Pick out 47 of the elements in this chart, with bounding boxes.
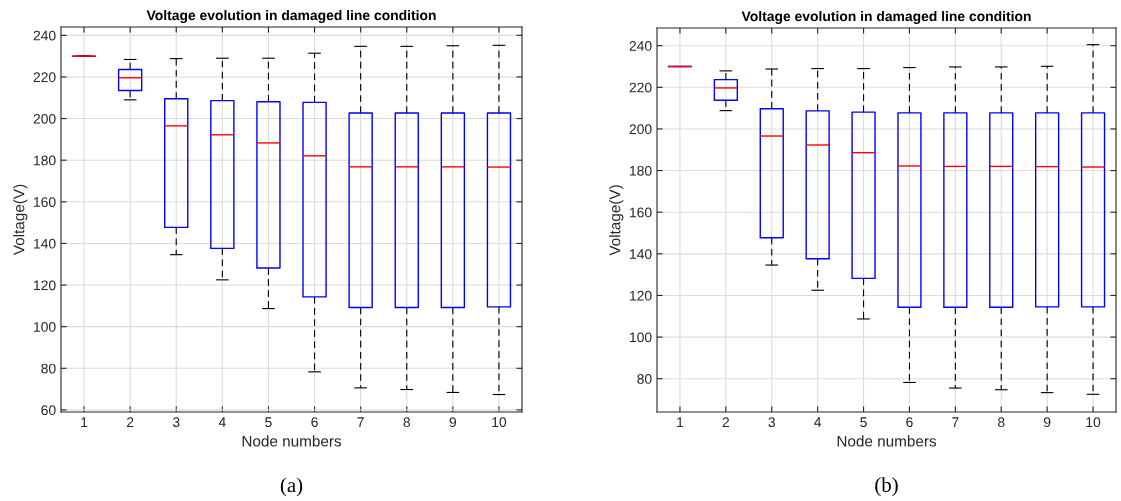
x-tick-label: 1	[81, 417, 88, 427]
x-tick-label: 8	[997, 417, 1005, 428]
x-axis-title: Node numbers	[242, 435, 342, 447]
chart-title: Voltage evolution in damaged line condition	[741, 10, 1031, 24]
x-tick-label: 2	[722, 417, 730, 427]
y-axis-title: Voltage(V)	[13, 184, 28, 256]
y-tick-label: 200	[33, 113, 56, 124]
text: (b)	[875, 477, 898, 497]
y-tick-label: 220	[629, 82, 652, 93]
y-tick-label: 200	[629, 124, 652, 135]
x-tick-label: 9	[1043, 417, 1051, 428]
x-tick-label: 2	[126, 417, 134, 427]
x-tick-label: 7	[952, 417, 959, 427]
x-tick-label: 4	[218, 417, 226, 427]
y-axis-title: Voltage(V)	[609, 185, 624, 256]
y-tick-label: 80	[637, 374, 652, 384]
x-tick-label: 1	[677, 417, 684, 427]
y-tick-label: 60	[41, 405, 56, 416]
y-tick-label: 80	[41, 363, 56, 374]
x-tick-label: 9	[449, 417, 457, 428]
x-tick-label: 5	[265, 417, 272, 428]
y-tick-label: 160	[630, 207, 652, 218]
x-tick-label: 6	[906, 417, 913, 428]
y-tick-label: 180	[630, 165, 652, 176]
x-axis-title: Node numbers	[837, 435, 937, 447]
y-tick-label: 100	[630, 332, 652, 343]
x-tick-label: 10	[492, 417, 507, 428]
y-tick-label: 140	[630, 249, 652, 259]
x-tick-label: 4	[814, 417, 822, 427]
x-tick-label: 10	[1086, 417, 1101, 428]
y-tick-label: 220	[33, 72, 56, 83]
x-tick-label: 7	[357, 417, 364, 427]
x-tick-label: 3	[172, 417, 180, 428]
x-tick-label: 5	[860, 417, 867, 428]
x-tick-label: 6	[311, 417, 318, 428]
y-tick-label: 120	[630, 290, 652, 301]
y-tick-label: 240	[629, 41, 652, 51]
y-tick-label: 120	[34, 280, 56, 291]
y-tick-label: 140	[34, 238, 56, 249]
x-tick-label: 8	[403, 417, 411, 428]
y-tick-label: 100	[34, 322, 56, 332]
x-tick-label: 3	[768, 417, 775, 428]
y-tick-label: 240	[33, 30, 56, 41]
chart-title: Voltage evolution in damaged line condition	[146, 9, 436, 23]
y-tick-label: 180	[34, 155, 56, 166]
y-tick-label: 160	[34, 197, 56, 207]
text: (a)	[280, 477, 303, 497]
